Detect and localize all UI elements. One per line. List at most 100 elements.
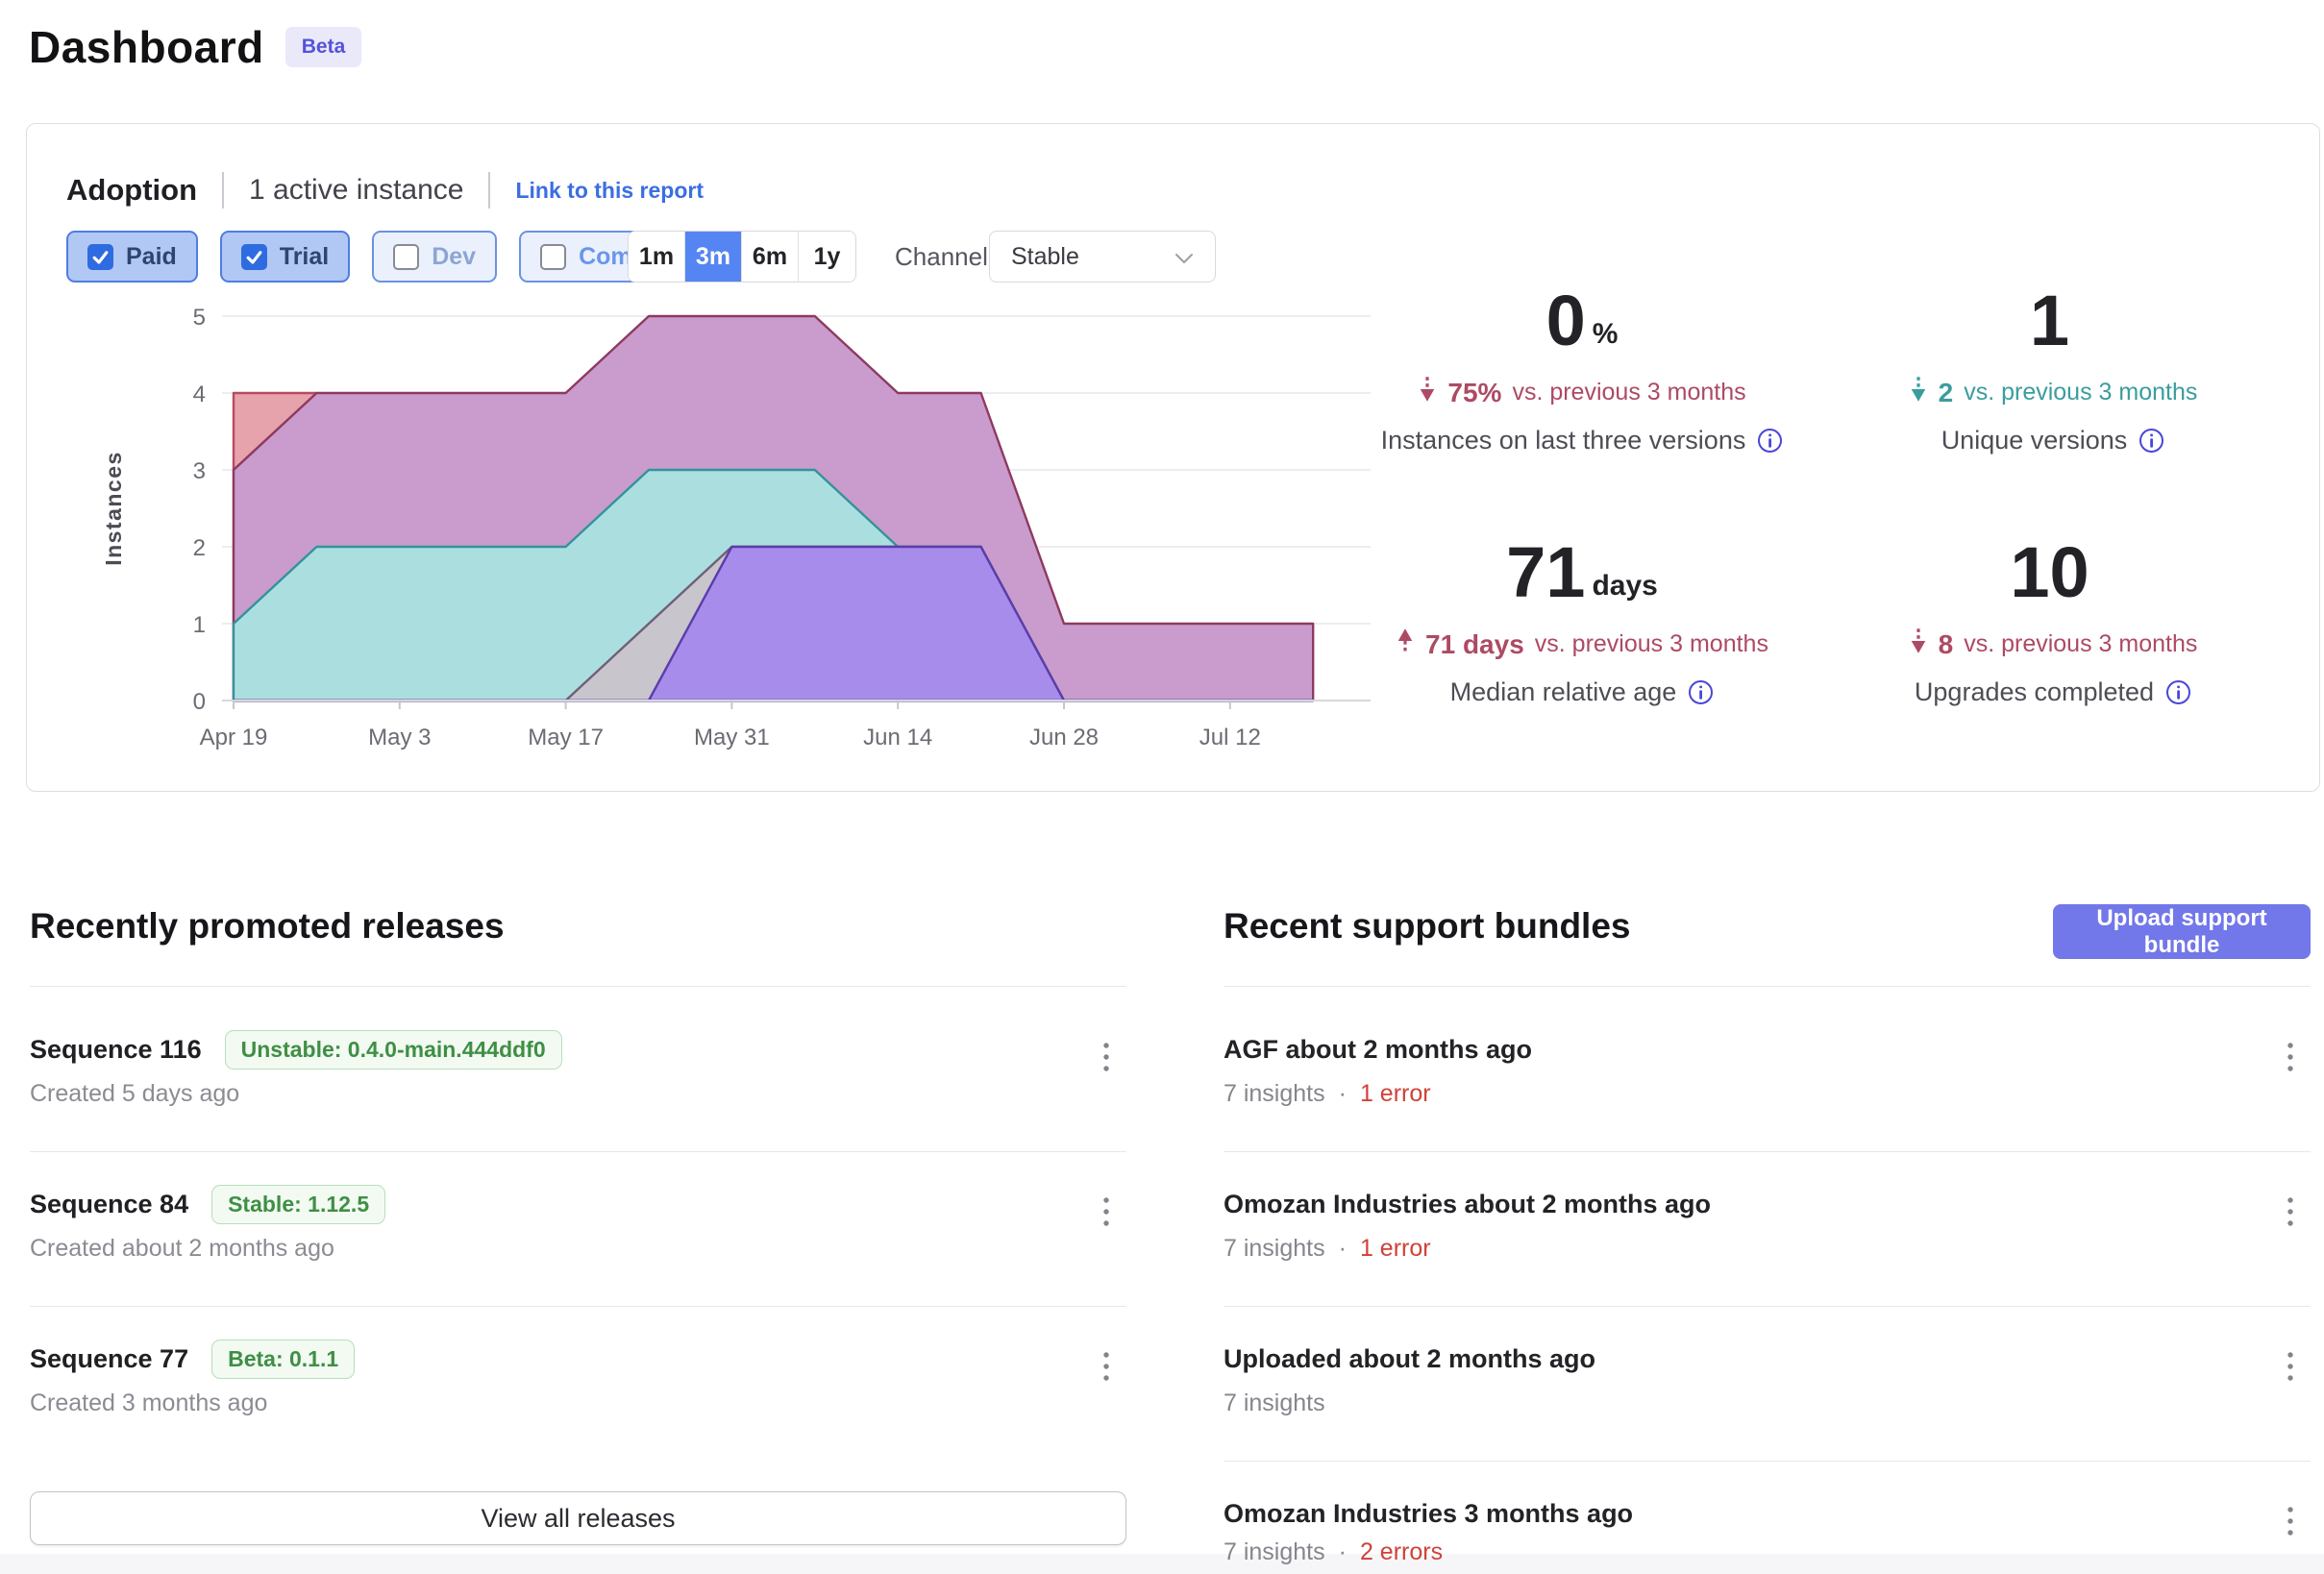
bundle-errors: 1 error <box>1359 1235 1431 1262</box>
bundle-meta: 7 insights <box>1224 1389 2311 1417</box>
active-instance-count: 1 active instance <box>249 174 464 206</box>
view-all-releases-button[interactable]: View all releases <box>30 1491 1126 1545</box>
kebab-menu-icon[interactable] <box>2282 1192 2299 1239</box>
channel-selected-value: Stable <box>1011 242 1079 270</box>
release-version-badge: Beta: 0.1.1 <box>211 1339 356 1379</box>
chevron-down-icon <box>1174 243 1194 271</box>
channel-select[interactable]: Stable <box>989 231 1216 283</box>
svg-text:4: 4 <box>193 381 206 407</box>
bundle-title: Omozan Industries 3 months ago <box>1224 1498 1634 1528</box>
release-version-badge: Stable: 1.12.5 <box>211 1184 386 1224</box>
kebab-menu-icon[interactable] <box>2282 1037 2299 1084</box>
bundle-title: Uploaded about 2 months ago <box>1224 1343 1596 1373</box>
info-icon[interactable] <box>2165 679 2191 705</box>
range-3m-selected[interactable]: 3m <box>685 232 742 282</box>
filter-trial[interactable]: Trial <box>219 231 351 283</box>
release-row[interactable]: Sequence 116 Unstable: 0.4.0-main.444ddf… <box>30 1029 1126 1108</box>
divider <box>1224 1306 2311 1307</box>
divider <box>30 1151 1126 1152</box>
filter-paid[interactable]: Paid <box>66 231 198 283</box>
kebab-menu-icon[interactable] <box>1098 1037 1115 1084</box>
divider <box>1224 986 2311 987</box>
checkbox-unchecked-icon <box>540 243 567 270</box>
stat-label: Median relative age <box>1450 677 1715 707</box>
info-icon[interactable] <box>2139 428 2164 454</box>
stat-value: 10 <box>2010 532 2089 612</box>
kebab-menu-icon[interactable] <box>1098 1346 1115 1393</box>
bundle-meta: 7 insights · 1 error <box>1224 1234 2311 1263</box>
svg-text:May 3: May 3 <box>368 725 431 750</box>
kebab-menu-icon[interactable] <box>2282 1501 2299 1548</box>
range-1m[interactable]: 1m <box>629 232 685 282</box>
release-title: Sequence 116 <box>30 1034 202 1064</box>
release-version-badge: Unstable: 0.4.0-main.444ddf0 <box>224 1029 562 1070</box>
upload-support-bundle-button[interactable]: Upload support bundle <box>2053 904 2311 959</box>
bundle-title: Omozan Industries about 2 months ago <box>1224 1189 1712 1218</box>
filter-label: Trial <box>279 242 330 270</box>
info-icon[interactable] <box>1757 428 1783 454</box>
releases-heading: Recently promoted releases <box>30 906 505 946</box>
divider <box>488 172 491 209</box>
bundle-meta: 7 insights · 2 errors <box>1224 1537 2311 1566</box>
stat-change: 71 days vs. previous 3 months <box>1396 626 1768 663</box>
bundles-heading: Recent support bundles <box>1224 906 1631 946</box>
release-created: Created 5 days ago <box>30 1080 240 1107</box>
release-row[interactable]: Sequence 84 Stable: 1.12.5 Created about… <box>30 1184 1126 1263</box>
release-title: Sequence 77 <box>30 1343 189 1373</box>
bundle-insights: 7 insights <box>1224 1538 1325 1565</box>
stat-median-relative-age: 71 days 71 days vs. previous 3 months Med… <box>1351 535 1813 707</box>
stat-change: 8 vs. previous 3 months <box>1909 626 2197 663</box>
stat-upgrades-completed: 10 8 vs. previous 3 months Upgrades comp… <box>1822 535 2284 707</box>
release-created: Created 3 months ago <box>30 1390 268 1416</box>
kebab-menu-icon[interactable] <box>1098 1192 1115 1239</box>
divider <box>1224 1461 2311 1462</box>
page-bottom-strip <box>0 1554 2324 1574</box>
range-6m[interactable]: 6m <box>742 232 799 282</box>
checkbox-unchecked-icon <box>393 243 420 270</box>
release-created: Created about 2 months ago <box>30 1235 334 1262</box>
stat-label: Upgrades completed <box>1915 677 2191 707</box>
release-title: Sequence 84 <box>30 1189 189 1218</box>
support-bundle-row[interactable]: Omozan Industries 3 months ago 7 insight… <box>1224 1495 2311 1566</box>
stat-label: Instances on last three versions <box>1381 426 1784 455</box>
filter-dev[interactable]: Dev <box>372 231 498 283</box>
adoption-card: Adoption 1 active instance Link to this … <box>26 123 2320 792</box>
info-icon[interactable] <box>1688 679 1714 705</box>
page-title: Dashboard <box>29 22 264 72</box>
page-header: Dashboard Beta <box>29 21 362 73</box>
stat-value: 1 <box>2029 281 2070 360</box>
arrow-down-icon <box>1418 374 1437 411</box>
stat-change: 75% vs. previous 3 months <box>1418 374 1746 411</box>
arrow-down-icon <box>1909 626 1928 663</box>
svg-text:3: 3 <box>193 458 206 484</box>
beta-badge: Beta <box>284 27 362 67</box>
svg-text:Jul 12: Jul 12 <box>1199 725 1261 750</box>
support-bundle-row[interactable]: AGF about 2 months ago 7 insights · 1 er… <box>1224 1031 2311 1108</box>
bundle-title: AGF about 2 months ago <box>1224 1034 1532 1064</box>
adoption-title: Adoption <box>66 173 198 207</box>
support-bundle-row[interactable]: Uploaded about 2 months ago 7 insights <box>1224 1340 2311 1417</box>
channel-label: Channel <box>895 241 988 271</box>
filter-label: Dev <box>432 242 477 270</box>
bundle-insights: 7 insights <box>1224 1080 1325 1107</box>
bundle-meta: 7 insights · 1 error <box>1224 1079 2311 1108</box>
time-range-group: 1m 3m 6m 1y <box>628 231 856 283</box>
link-to-report[interactable]: Link to this report <box>515 177 704 203</box>
dot-separator: · <box>1338 1538 1347 1565</box>
svg-text:0: 0 <box>193 689 206 715</box>
svg-text:5: 5 <box>193 305 206 331</box>
bundle-errors: 2 errors <box>1359 1538 1444 1565</box>
divider <box>30 986 1126 987</box>
arrow-down-icon <box>1909 374 1928 411</box>
svg-text:2: 2 <box>193 535 206 561</box>
filter-label: Paid <box>126 242 177 270</box>
divider <box>222 172 225 209</box>
stat-unique-versions: 1 2 vs. previous 3 months Unique version… <box>1822 283 2284 455</box>
svg-text:May 31: May 31 <box>694 725 770 750</box>
divider <box>1224 1151 2311 1152</box>
release-row[interactable]: Sequence 77 Beta: 0.1.1 Created 3 months… <box>30 1339 1126 1417</box>
kebab-menu-icon[interactable] <box>2282 1346 2299 1393</box>
support-bundle-row[interactable]: Omozan Industries about 2 months ago 7 i… <box>1224 1186 2311 1263</box>
range-1y[interactable]: 1y <box>799 232 855 282</box>
svg-text:Instances: Instances <box>101 451 126 566</box>
